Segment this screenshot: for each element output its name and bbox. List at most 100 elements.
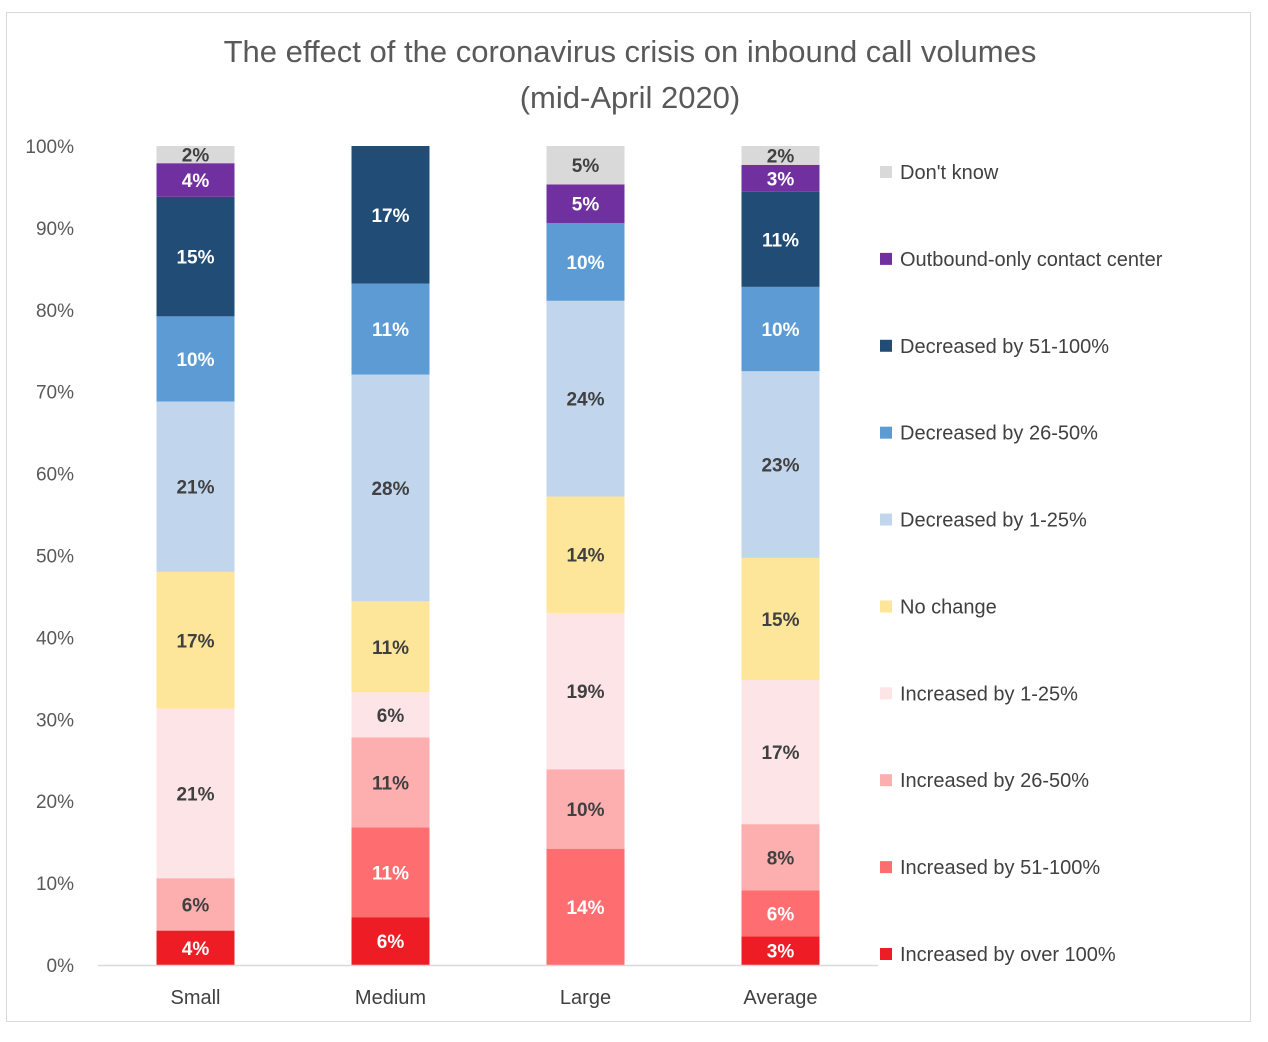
legend-label-increased-by-51-100: Increased by 51-100% — [900, 857, 1100, 879]
legend-item-outbound-only-contact-center: Outbound-only contact center — [880, 249, 1163, 271]
data-label-medium-increased-by-1-25: 6% — [377, 706, 405, 727]
data-label-medium-no-change: 11% — [372, 638, 409, 659]
bar-average-increased-by-51-100 — [741, 890, 820, 937]
bar-medium-decreased-by-1-25 — [351, 374, 430, 602]
legend-label-no-change: No change — [900, 596, 997, 618]
legend-label-decreased-by-51-100: Decreased by 51-100% — [900, 336, 1109, 358]
x-tick-label-small: Small — [170, 987, 220, 1009]
data-label-average-increased-by-1-25: 17% — [761, 743, 799, 764]
data-label-large-increased-by-26-50: 10% — [566, 800, 604, 821]
bar-stack-small: 4% 6% 21% 17% 21% 10% 15% 4% 2% — [156, 146, 235, 965]
y-axis: 0% 10% 20% 30% 40% 50% 60% 70% 80% 90% 100% — [25, 137, 74, 977]
legend-item-decreased-by-1-25: Decreased by 1-25% — [880, 510, 1087, 532]
data-label-average-decreased-by-51-100: 11% — [762, 230, 799, 251]
data-label-small-decreased-by-26-50: 10% — [176, 350, 214, 371]
data-label-average-no-change: 15% — [761, 610, 799, 631]
bar-medium-decreased-by-26-50 — [351, 283, 430, 375]
bar-average-decreased-by-26-50 — [741, 286, 820, 372]
bar-medium-increased-by-over-100 — [351, 917, 430, 965]
legend-item-increased-by-26-50: Increased by 26-50% — [880, 770, 1089, 792]
bar-large-increased-by-51-100 — [546, 848, 625, 965]
legend-swatch-don-t-know — [880, 166, 892, 178]
legend-swatch-outbound-only-contact-center — [880, 252, 892, 265]
legend-swatch-increased-by-1-25 — [880, 687, 892, 700]
bar-small-increased-by-1-25 — [156, 708, 235, 879]
bar-average-decreased-by-1-25 — [741, 371, 820, 558]
chart-title-line-1: The effect of the coronavirus crisis on … — [224, 34, 1037, 69]
legend-label-decreased-by-26-50: Decreased by 26-50% — [900, 423, 1098, 445]
data-label-small-outbound-only-contact-center: 4% — [182, 171, 210, 192]
legend-item-decreased-by-26-50: Decreased by 26-50% — [880, 423, 1098, 445]
x-tick-label-large: Large — [560, 987, 611, 1009]
bar-stack-large: 14% 10% 19% 14% 24% 10% 5% 5% — [546, 146, 625, 965]
bar-medium-decreased-by-51-100 — [351, 146, 430, 284]
legend-swatch-no-change — [880, 600, 892, 613]
legend: Don't know Outbound-only contact center De… — [880, 162, 1163, 966]
bar-small-outbound-only-contact-center — [156, 163, 235, 197]
bar-small-don-t-know — [156, 146, 235, 164]
x-tick-label-medium: Medium — [355, 987, 426, 1009]
data-label-average-increased-by-51-100: 6% — [767, 904, 795, 925]
legend-item-no-change: No change — [880, 596, 997, 618]
y-tick-label-0: 0% — [47, 956, 75, 977]
data-label-small-decreased-by-1-25: 21% — [176, 478, 214, 499]
y-tick-label-10: 10% — [36, 874, 74, 895]
bar-medium-no-change — [351, 601, 430, 693]
data-label-large-don-t-know: 5% — [572, 156, 600, 177]
bar-small-decreased-by-26-50 — [156, 316, 235, 402]
legend-label-increased-by-26-50: Increased by 26-50% — [900, 770, 1089, 792]
bar-large-decreased-by-26-50 — [546, 222, 625, 301]
bar-average-increased-by-1-25 — [741, 679, 820, 825]
y-tick-label-40: 40% — [36, 628, 74, 649]
data-label-large-no-change: 14% — [566, 546, 604, 567]
data-label-large-increased-by-51-100: 14% — [566, 898, 604, 919]
data-label-large-increased-by-1-25: 19% — [566, 682, 604, 703]
data-label-medium-decreased-by-51-100: 17% — [371, 206, 409, 227]
legend-label-outbound-only-contact-center: Outbound-only contact center — [900, 249, 1163, 271]
data-label-small-no-change: 17% — [176, 631, 214, 652]
bar-large-no-change — [546, 496, 625, 613]
chart-frame — [6, 12, 1251, 1022]
y-tick-label-60: 60% — [36, 465, 74, 486]
data-label-average-outbound-only-contact-center: 3% — [767, 169, 795, 190]
bars: 4% 6% 21% 17% 21% 10% 15% 4% 2% 6% 11% 11% 6% 11% 28% 1… — [156, 146, 820, 965]
legend-label-don-t-know: Don't know — [900, 162, 999, 184]
legend-item-increased-by-1-25: Increased by 1-25% — [880, 683, 1078, 705]
y-tick-label-50: 50% — [36, 547, 74, 568]
data-label-average-increased-by-over-100: 3% — [767, 942, 795, 963]
bar-medium-increased-by-51-100 — [351, 827, 430, 918]
legend-label-decreased-by-1-25: Decreased by 1-25% — [900, 510, 1087, 532]
chart-title-line-2: (mid-April 2020) — [520, 80, 741, 115]
bar-medium-increased-by-1-25 — [351, 692, 430, 738]
data-label-average-decreased-by-26-50: 10% — [761, 320, 799, 341]
bar-large-outbound-only-contact-center — [546, 184, 625, 223]
bar-small-no-change — [156, 571, 235, 709]
bar-average-increased-by-over-100 — [741, 936, 820, 965]
bar-large-increased-by-1-25 — [546, 612, 625, 770]
bar-large-increased-by-26-50 — [546, 769, 625, 849]
bar-average-outbound-only-contact-center — [741, 164, 820, 192]
data-label-medium-decreased-by-26-50: 11% — [372, 320, 409, 341]
data-label-average-don-t-know: 2% — [767, 146, 795, 167]
data-label-small-increased-by-1-25: 21% — [176, 784, 214, 805]
y-tick-label-70: 70% — [36, 383, 74, 404]
legend-swatch-increased-by-over-100 — [880, 948, 892, 960]
legend-label-increased-by-over-100: Increased by over 100% — [900, 944, 1116, 966]
bar-small-increased-by-26-50 — [156, 878, 235, 931]
legend-swatch-increased-by-51-100 — [880, 861, 892, 874]
data-label-small-increased-by-26-50: 6% — [182, 895, 210, 916]
bar-stack-medium: 6% 11% 11% 6% 11% 28% 11% 17% — [351, 146, 430, 965]
bar-small-decreased-by-51-100 — [156, 196, 235, 317]
data-label-average-increased-by-26-50: 8% — [767, 848, 795, 869]
y-tick-label-30: 30% — [36, 710, 74, 731]
bar-average-don-t-know — [741, 146, 820, 165]
legend-swatch-decreased-by-1-25 — [880, 513, 892, 526]
data-label-medium-increased-by-26-50: 11% — [372, 773, 409, 794]
y-tick-label-20: 20% — [36, 792, 74, 813]
bar-large-decreased-by-1-25 — [546, 300, 625, 497]
bar-average-decreased-by-51-100 — [741, 191, 820, 287]
data-label-medium-increased-by-51-100: 11% — [372, 863, 409, 884]
legend-item-increased-by-51-100: Increased by 51-100% — [880, 857, 1100, 879]
legend-swatch-decreased-by-26-50 — [880, 426, 892, 439]
